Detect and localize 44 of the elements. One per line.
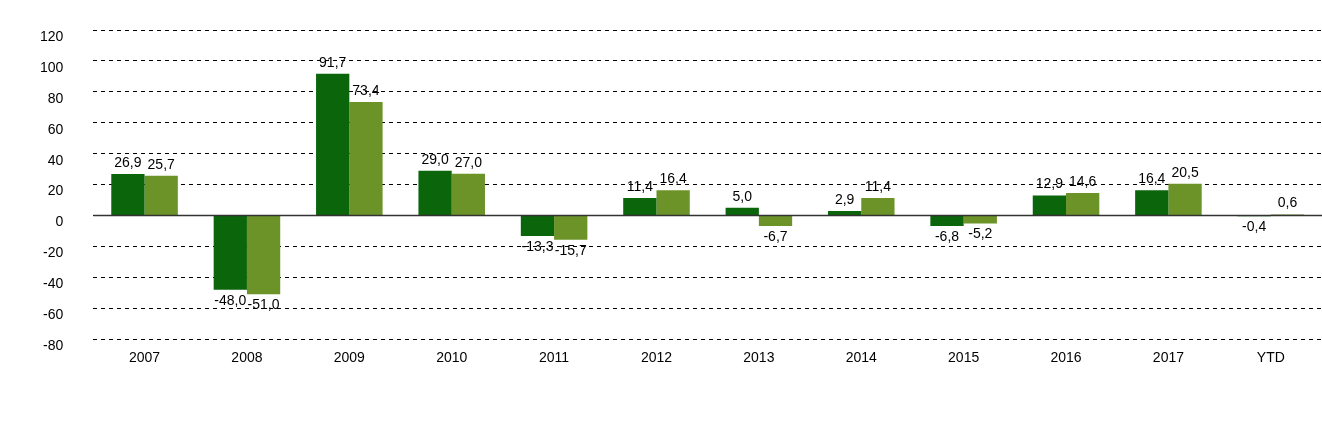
y-tick-label: 60 <box>47 120 64 137</box>
data-label: 16,4 <box>1138 170 1166 187</box>
x-tick-label: 2009 <box>333 349 366 366</box>
data-label: -15,7 <box>554 241 587 258</box>
data-label: 14,6 <box>1069 172 1097 189</box>
x-tick-label: 2016 <box>1050 349 1082 366</box>
data-label: -48,0 <box>214 291 247 308</box>
x-tick-label: 2014 <box>845 349 878 366</box>
x-tick-label: 2013 <box>743 349 775 366</box>
y-tick-label: 100 <box>40 58 64 75</box>
data-label: 16,4 <box>659 170 687 187</box>
x-tick-label: 2015 <box>948 349 980 366</box>
data-label: 11,4 <box>864 177 892 194</box>
data-label: 27,0 <box>454 153 483 170</box>
data-label: -5,2 <box>968 225 993 242</box>
data-label: 91,7 <box>319 53 347 70</box>
data-label: 73,4 <box>352 81 380 98</box>
data-label: 25,7 <box>147 155 176 172</box>
x-tick-label: YTD <box>1256 349 1285 366</box>
data-label: -0,4 <box>1242 218 1267 234</box>
x-tick-label: 2010 <box>436 349 468 366</box>
data-label: -13,3 <box>521 237 554 254</box>
x-tick-label: 2008 <box>231 349 263 366</box>
data-label: -6,8 <box>934 227 960 244</box>
y-tick-label: 40 <box>47 151 64 168</box>
x-tick-label: 2017 <box>1152 349 1185 366</box>
y-tick-label: -40 <box>43 275 64 292</box>
data-label: 29,0 <box>421 150 449 167</box>
data-label: 20,5 <box>1171 163 1199 180</box>
x-tick-label: 2012 <box>640 349 673 366</box>
data-label: 5,0 <box>732 187 753 204</box>
data-label: -6,7 <box>763 227 788 244</box>
y-tick-label: 80 <box>47 89 64 106</box>
y-tick-label: -20 <box>43 244 64 261</box>
y-tick-label: -60 <box>43 306 64 323</box>
y-tick-label: -80 <box>43 337 64 354</box>
y-tick-label: 0 <box>55 213 64 230</box>
x-tick-label: 2007 <box>128 349 161 366</box>
y-tick-label: 120 <box>40 27 64 44</box>
data-label: 2,9 <box>834 190 855 207</box>
x-tick-label: 2011 <box>539 349 570 366</box>
data-label: 26,9 <box>114 153 142 170</box>
data-label: 0,6 <box>1277 194 1298 211</box>
y-tick-label: 20 <box>47 182 64 199</box>
